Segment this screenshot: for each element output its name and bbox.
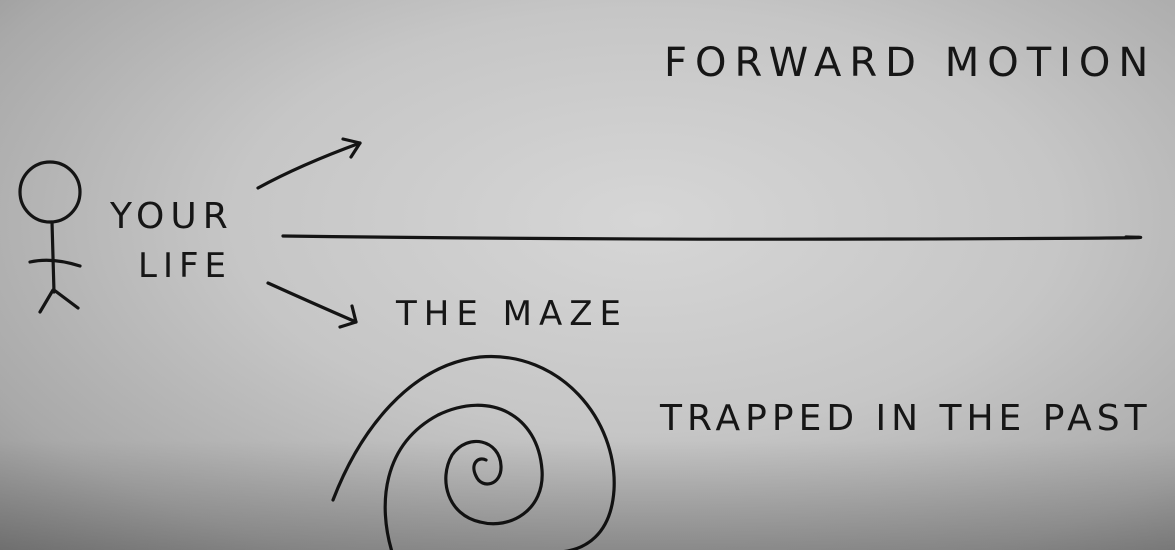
- the-maze-label: THE MAZE: [396, 294, 628, 334]
- your-label: YOUR: [110, 196, 234, 237]
- spiral-icon: [331, 354, 616, 550]
- forward-motion-label: FORWARD MOTION: [664, 40, 1157, 86]
- arrow-up-right-icon: [256, 137, 362, 190]
- forward-line: [281, 234, 1143, 241]
- trapped-in-the-past-label: TRAPPED IN THE PAST: [660, 398, 1152, 439]
- stick-figure-icon: [18, 160, 82, 314]
- arrow-down-right-icon: [266, 281, 358, 329]
- life-label: LIFE: [138, 246, 233, 286]
